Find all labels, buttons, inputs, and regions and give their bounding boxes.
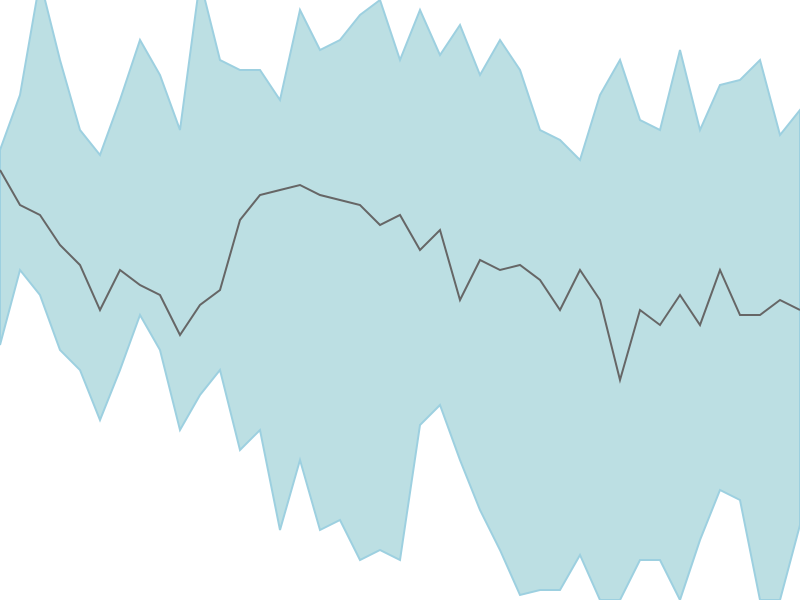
area-line-chart <box>0 0 800 600</box>
